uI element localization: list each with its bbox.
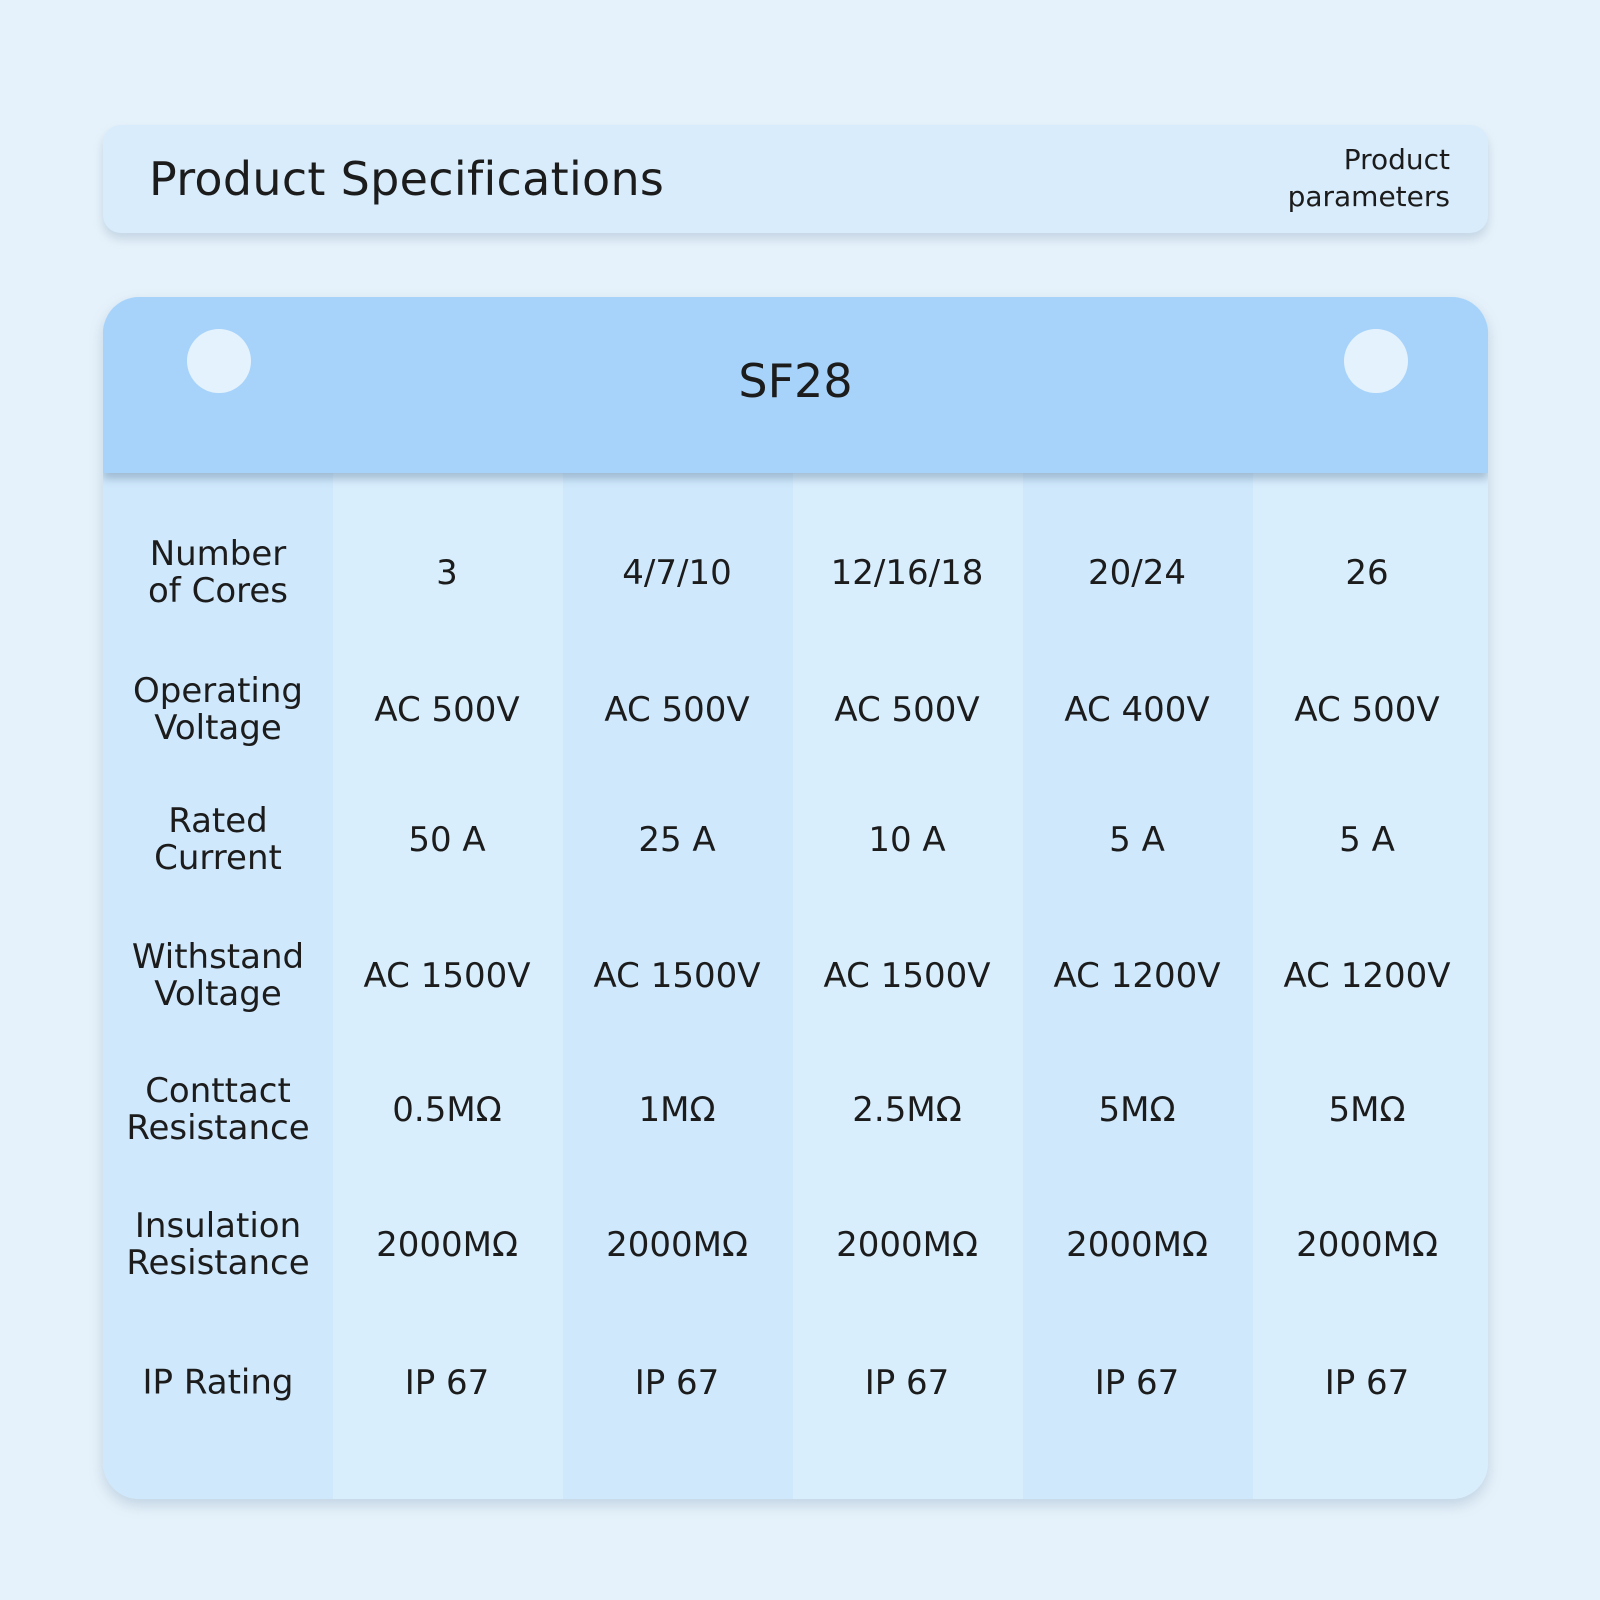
table-cell: 50 A <box>408 820 486 860</box>
row-label-line2: Voltage <box>154 708 282 748</box>
table-cell: 2000MΩ <box>606 1225 748 1265</box>
row-label-line1: Operating <box>133 671 303 711</box>
page-subtitle: Product parameters <box>1230 141 1450 215</box>
table-cell: 10 A <box>868 820 946 860</box>
table-cell: AC 1200V <box>1053 956 1221 996</box>
table-cell: 25 A <box>638 820 716 860</box>
table-cell: 2000MΩ <box>376 1225 518 1265</box>
table-cell: 3 <box>436 553 458 593</box>
column-bg-3 <box>793 473 1023 1499</box>
table-cell: AC 1500V <box>823 956 991 996</box>
page-subtitle-line1: Product <box>1343 143 1450 176</box>
table-cell: 0.5MΩ <box>392 1090 502 1130</box>
hanger-hole-left <box>187 329 251 393</box>
table-cell: 5MΩ <box>1328 1090 1406 1130</box>
row-label: Operating Voltage <box>103 673 333 747</box>
table-cell: AC 500V <box>604 690 750 730</box>
row-label: Number of Cores <box>103 536 333 610</box>
table-cell: AC 400V <box>1064 690 1210 730</box>
table-cell: IP 67 <box>634 1363 720 1403</box>
row-label-line1: Withstand <box>131 937 305 977</box>
table-cell: AC 500V <box>1294 690 1440 730</box>
table-cell: IP 67 <box>864 1363 950 1403</box>
row-label: IP Rating <box>103 1362 333 1403</box>
row-label-line1: Number <box>149 534 287 574</box>
table-cell: IP 67 <box>1324 1363 1410 1403</box>
column-bg-1 <box>333 473 563 1499</box>
table-cell: 1MΩ <box>638 1090 716 1130</box>
table-cell: 5MΩ <box>1098 1090 1176 1130</box>
table-cell: 2000MΩ <box>1066 1225 1208 1265</box>
table-cell: AC 500V <box>834 690 980 730</box>
table-cell: AC 500V <box>374 690 520 730</box>
model-header-band: SF28 <box>103 297 1488 473</box>
table-cell: AC 1500V <box>593 956 761 996</box>
page-subtitle-line2: parameters <box>1287 180 1450 213</box>
row-label-line2: Resistance <box>126 1108 310 1148</box>
row-label: Conttact Resistance <box>103 1073 333 1147</box>
table-cell: 5 A <box>1109 820 1165 860</box>
table-cell: AC 1500V <box>363 956 531 996</box>
row-label-line2: Resistance <box>126 1243 310 1283</box>
row-label-line2: Voltage <box>154 974 282 1014</box>
row-label: Rated Current <box>103 803 333 877</box>
table-cell: 2000MΩ <box>1296 1225 1438 1265</box>
header-card: Product Specifications Product parameter… <box>103 125 1488 233</box>
row-label-line2: Current <box>154 838 282 878</box>
row-label: Withstand Voltage <box>103 939 333 1013</box>
hanger-hole-right <box>1344 329 1408 393</box>
table-cell: 26 <box>1345 553 1389 593</box>
column-bg-2 <box>563 473 793 1499</box>
table-cell: 2.5MΩ <box>852 1090 962 1130</box>
row-label-line1: Conttact <box>145 1071 291 1111</box>
column-bg-4 <box>1023 473 1253 1499</box>
table-cell: 20/24 <box>1088 553 1186 593</box>
table-cell: 4/7/10 <box>622 553 732 593</box>
table-cell: IP 67 <box>1094 1363 1180 1403</box>
row-label-line2: of Cores <box>148 571 288 611</box>
column-bg-5 <box>1253 473 1488 1499</box>
table-cell: IP 67 <box>404 1363 490 1403</box>
row-label-line1: IP Rating <box>142 1362 294 1403</box>
label-column-bg <box>103 473 333 1499</box>
model-name: SF28 <box>738 354 853 408</box>
spec-table: SF28 Number of Cores 3 4/7/10 12/16/18 20/24 2… <box>103 297 1488 1499</box>
page-title: Product Specifications <box>149 152 665 206</box>
table-cell: AC 1200V <box>1283 956 1451 996</box>
table-cell: 2000MΩ <box>836 1225 978 1265</box>
row-label-line1: Insulation <box>134 1206 302 1246</box>
row-label-line1: Rated <box>168 801 268 841</box>
table-cell: 5 A <box>1339 820 1395 860</box>
row-label: Insulation Resistance <box>103 1208 333 1282</box>
table-cell: 12/16/18 <box>830 553 984 593</box>
